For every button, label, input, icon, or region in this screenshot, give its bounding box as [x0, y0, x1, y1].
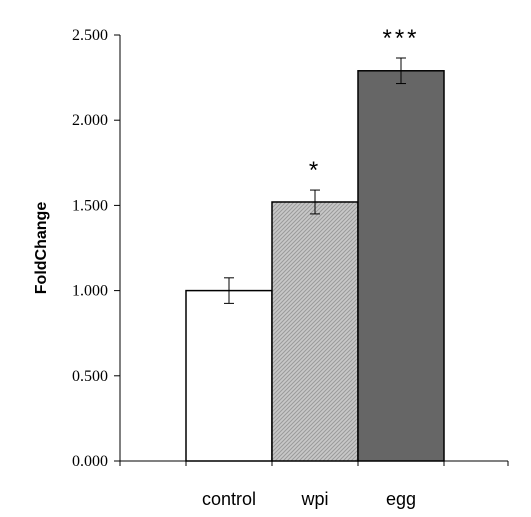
labels-group: control wpi * egg *** — [202, 25, 419, 509]
bar-wpi — [271, 201, 359, 462]
significance-label-wpi: * — [309, 157, 321, 184]
error-bars-group — [224, 57, 406, 304]
y-tick-label: 2.000 — [72, 112, 108, 129]
axes-group: 0.000 0.500 1.000 1.500 2.000 2.500 — [72, 27, 509, 470]
bar-egg — [357, 70, 445, 462]
bar-control — [185, 289, 273, 462]
y-tick-label: 1.500 — [72, 197, 108, 214]
y-tick-label: 2.500 — [72, 27, 108, 44]
x-category-label: wpi — [300, 489, 328, 509]
significance-label-egg: *** — [382, 25, 419, 52]
x-category-label: egg — [386, 489, 416, 509]
y-axis-title: FoldChange — [33, 202, 50, 295]
y-tick-label: 0.500 — [72, 368, 108, 385]
y-tick-label: 1.000 — [72, 283, 108, 300]
bars-group — [185, 70, 445, 462]
y-tick-label: 0.000 — [72, 453, 108, 470]
x-category-label: control — [202, 489, 256, 509]
